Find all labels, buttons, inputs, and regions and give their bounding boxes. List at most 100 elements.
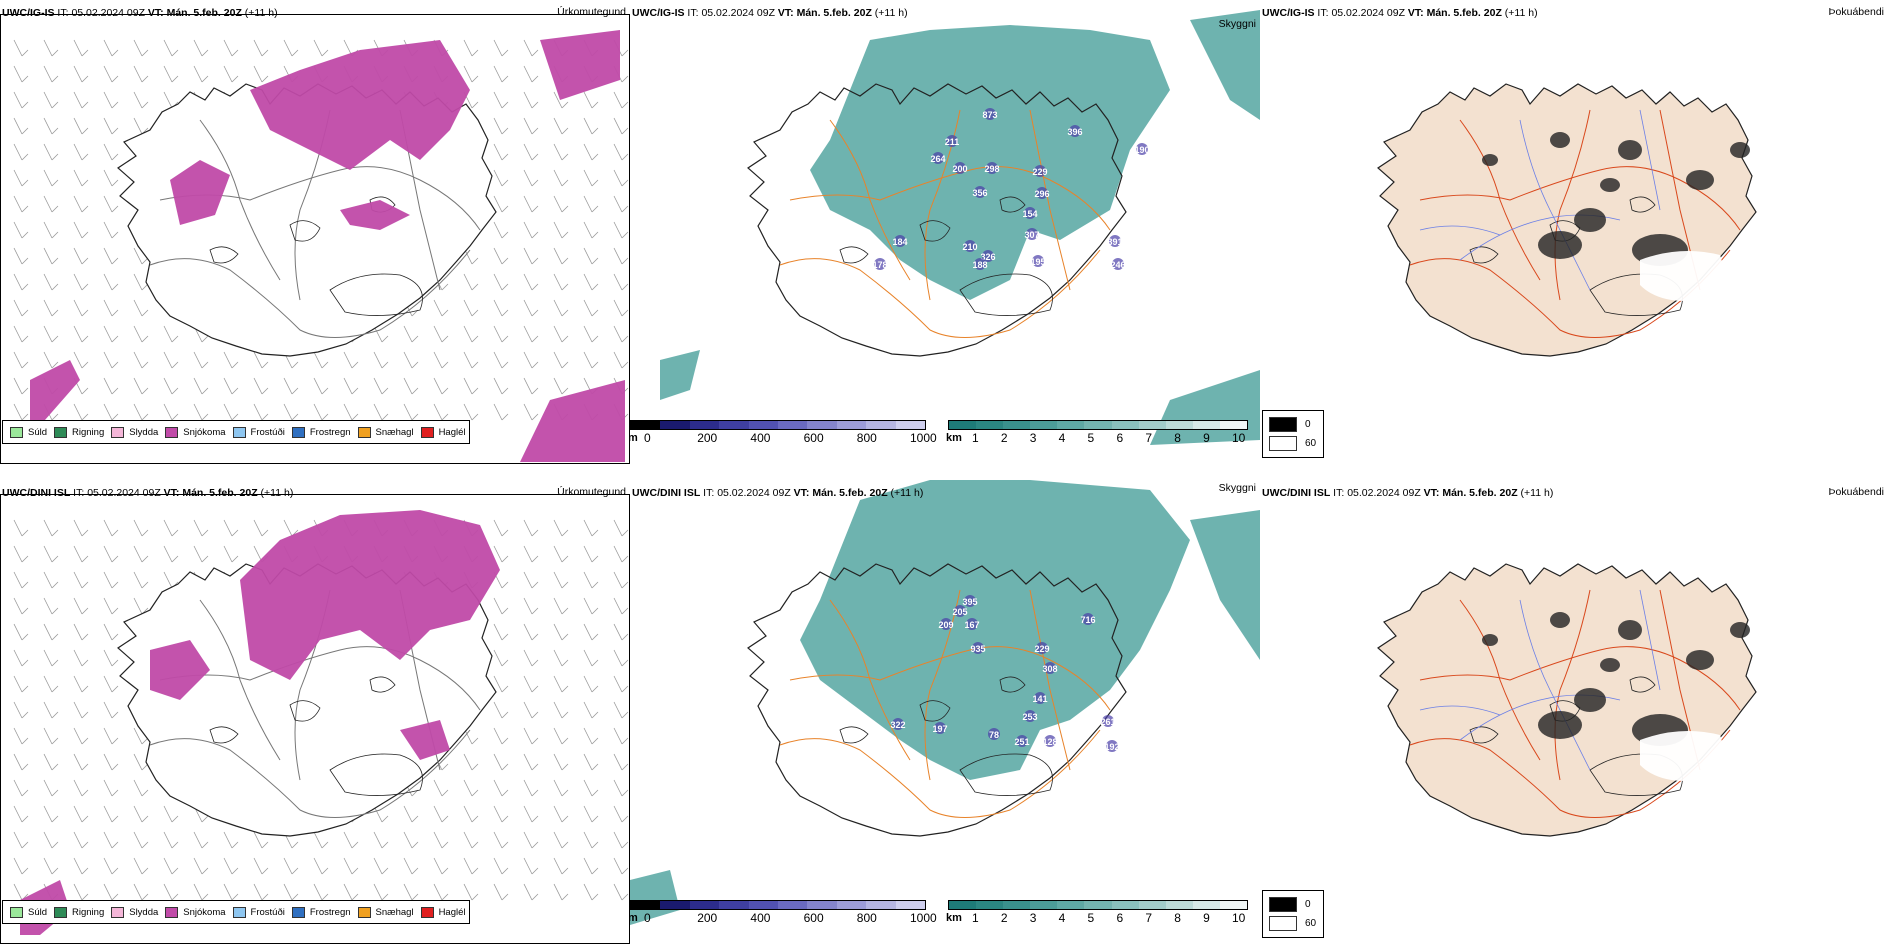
visibility-value-label: 298: [984, 164, 999, 174]
colorbar-tick-label: 5: [1087, 431, 1095, 445]
colorbar-tick-label: 10: [1232, 431, 1246, 445]
visibility-value-label: 200: [952, 164, 967, 174]
model-name: UWC/DINI ISL: [632, 487, 701, 499]
colorbar-swatch: [1111, 901, 1139, 909]
panel-header: UWC/DINI ISL IT: 05.02.2024 09Z VT: Mán.…: [632, 487, 923, 499]
visibility-blob: [1024, 207, 1036, 219]
legend-swatch: [10, 906, 23, 918]
visibility-blob: [1102, 715, 1114, 727]
visibility-value-label: 253: [1022, 712, 1037, 722]
fog-index-map: [1377, 83, 1757, 357]
legend-item: Súld: [10, 906, 48, 918]
colorbar-swatch: [836, 421, 867, 429]
visibility-value-label: 211: [945, 137, 960, 147]
legend-label: Snæhagl: [375, 906, 414, 918]
legend-label: Frostregn: [309, 906, 351, 918]
visibility-blob: [874, 258, 886, 270]
colorbar-swatch: [1003, 901, 1031, 909]
visibility-km-colorbar: km 1 2 3 4 5 6 7 8 9 10: [946, 420, 1252, 456]
colorbar-swatch: [1165, 421, 1193, 429]
precip-map-frame: [0, 494, 630, 944]
legend-label: 0: [1305, 899, 1311, 910]
vt-label: VT:: [1423, 487, 1440, 499]
colorbar-swatch: [1057, 421, 1085, 429]
legend-item: Rigning: [54, 426, 104, 438]
visibility-value-label: 141: [1032, 694, 1047, 704]
vt-label: VT:: [793, 487, 810, 499]
colorbar-swatch: [1084, 901, 1112, 909]
colorbar-tick-label: 400: [750, 911, 771, 925]
model-name: UWC/DINI ISL: [1262, 487, 1331, 499]
legend-item: Frostúði: [232, 426, 285, 438]
colorbar-swatch: [719, 421, 749, 429]
visibility-blob: [1136, 143, 1148, 155]
colorbar-tick-label: 4: [1058, 431, 1066, 445]
colorbar-swatch: [1165, 901, 1193, 909]
colorbar-tick-label: 8: [1174, 911, 1181, 925]
legend-swatch: [291, 426, 305, 438]
colorbar-tick-label: 2: [1000, 911, 1008, 925]
it-label: IT:: [1333, 487, 1345, 499]
lead-time: (+11 h): [260, 487, 294, 499]
legend-label: Súld: [28, 426, 48, 438]
visibility-blob: [1032, 255, 1044, 267]
panel-title: Þokuábendi: [1828, 486, 1884, 498]
legend-swatch: [54, 906, 68, 918]
legend-swatch: [111, 906, 125, 918]
visibility-value-label: 192: [1104, 742, 1119, 752]
colorbar-tick-label: 1: [972, 431, 979, 445]
legend-swatch: [232, 426, 246, 438]
colorbar-tick-label: 800: [856, 911, 877, 925]
colorbar-swatch: [895, 901, 926, 909]
visibility-value-label: 396: [1067, 127, 1082, 137]
panel-header: UWC/IG-IS IT: 05.02.2024 09Z VT: Mán. 5.…: [2, 7, 278, 19]
valid-time: Mán. 5.feb. 20Z: [1426, 7, 1502, 19]
legend-item: Slydda: [111, 426, 158, 438]
colorbar-tick-label: 5: [1087, 911, 1095, 925]
visibility-blob: [1024, 710, 1036, 722]
colorbar-swatch: [1138, 421, 1166, 429]
valid-time: Mán. 5.feb. 20Z: [182, 487, 258, 499]
visibility-blob: [966, 618, 978, 630]
it-label: IT:: [73, 487, 85, 499]
colorbar-swatch: [660, 421, 690, 429]
colorbar-swatch: [748, 421, 779, 429]
precip-map: [13, 510, 629, 935]
legend-item: Snæhagl: [357, 426, 414, 438]
valid-time: Mán. 5.feb. 20Z: [812, 487, 888, 499]
valid-time: Mán. 5.feb. 20Z: [166, 7, 242, 19]
visibility-value-label: 308: [1042, 664, 1057, 674]
legend-label: 60: [1305, 918, 1317, 929]
visibility-m-colorbar: m 0 200 400 600 800 1000: [630, 420, 937, 456]
panel-precip-type-row2: UWC/DINI ISL IT: 05.02.2024 09Z VT: Mán.…: [0, 480, 630, 945]
model-name: UWC/IG-IS: [1262, 7, 1315, 19]
visibility-blob: [972, 642, 984, 654]
colorbar-tick-label: 8: [1174, 431, 1181, 445]
colorbar-swatch: [631, 901, 661, 909]
panel-fog-index-row1: UWC/IG-IS IT: 05.02.2024 09Z VT: Mán. 5.…: [1260, 0, 1890, 465]
visibility-value-label: 391: [1107, 237, 1122, 247]
legend-item: Haglél: [420, 426, 466, 438]
legend-swatch: [1269, 417, 1297, 432]
valid-time: Mán. 5.feb. 20Z: [796, 7, 872, 19]
panel-visibility-row2: 395 205 209 167 935 229 716 308 141 253 261 322 197 7…: [630, 480, 1260, 945]
legend-entry: 60: [1269, 916, 1316, 931]
panel-header: UWC/IG-IS IT: 05.02.2024 09Z VT: Mán. 5.…: [632, 7, 908, 19]
colorbar-gradient: [630, 420, 926, 430]
legend-label: 60: [1305, 438, 1317, 449]
fog-index-legend-row1: 0 60: [1262, 410, 1324, 458]
init-time: 05.02.2024 09Z: [701, 7, 775, 19]
legend-label: Súld: [28, 906, 48, 918]
colorbar-swatch: [1057, 901, 1085, 909]
colorbar-tick-label: 7: [1145, 911, 1153, 925]
panel-header: UWC/DINI ISL IT: 05.02.2024 09Z VT: Mán.…: [2, 487, 293, 499]
colorbar-swatch: [778, 421, 808, 429]
visibility-value-label: 188: [972, 260, 987, 270]
lead-time: (+11 h): [1504, 7, 1538, 19]
visibility-blob: [1044, 735, 1056, 747]
visibility-value-label: 395: [962, 597, 977, 607]
colorbar-swatch: [1192, 901, 1220, 909]
colorbar-swatch: [1219, 901, 1248, 909]
visibility-blob: [892, 718, 904, 730]
